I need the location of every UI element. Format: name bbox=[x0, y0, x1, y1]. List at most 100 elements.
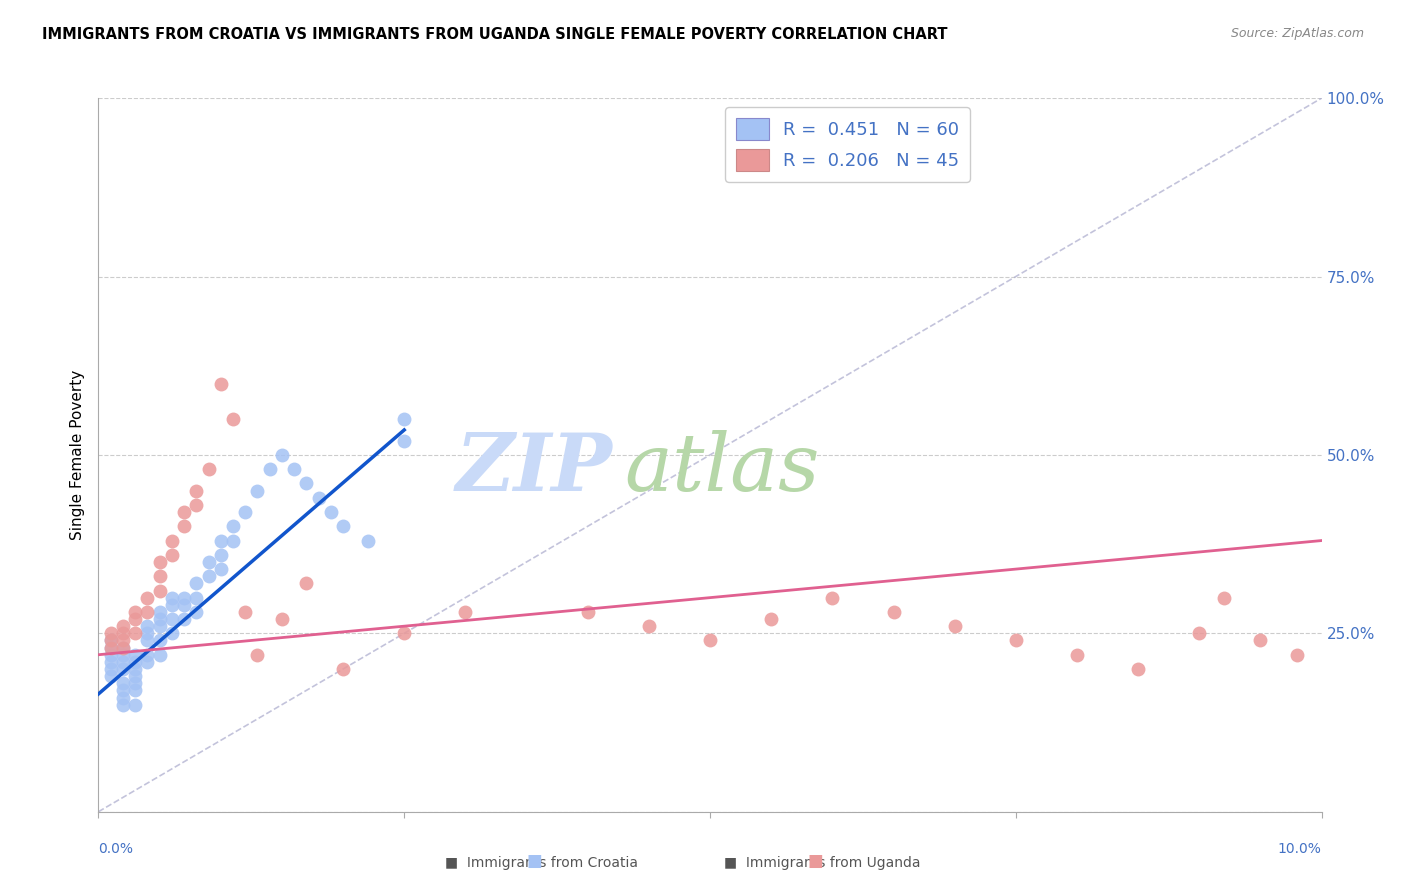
Point bbox=[136, 605, 159, 619]
Point bbox=[319, 505, 342, 519]
Point bbox=[186, 576, 208, 591]
Point bbox=[209, 562, 232, 576]
Point bbox=[111, 633, 134, 648]
Point bbox=[149, 583, 172, 598]
Point bbox=[136, 655, 159, 669]
Point bbox=[392, 626, 416, 640]
Point bbox=[759, 612, 782, 626]
Point bbox=[197, 462, 219, 476]
Point bbox=[111, 619, 134, 633]
Point bbox=[124, 605, 146, 619]
Text: IMMIGRANTS FROM CROATIA VS IMMIGRANTS FROM UGANDA SINGLE FEMALE POVERTY CORRELAT: IMMIGRANTS FROM CROATIA VS IMMIGRANTS FR… bbox=[42, 27, 948, 42]
Point bbox=[111, 662, 134, 676]
Point bbox=[160, 591, 183, 605]
Point bbox=[246, 483, 269, 498]
Point bbox=[100, 626, 122, 640]
Text: ZIP: ZIP bbox=[456, 431, 612, 508]
Text: Source: ZipAtlas.com: Source: ZipAtlas.com bbox=[1230, 27, 1364, 40]
Point bbox=[149, 612, 172, 626]
Point bbox=[100, 648, 122, 662]
Point bbox=[111, 676, 134, 690]
Point bbox=[111, 648, 134, 662]
Point bbox=[100, 633, 122, 648]
Point bbox=[173, 519, 195, 533]
Point bbox=[295, 476, 318, 491]
Point bbox=[1066, 648, 1088, 662]
Point bbox=[100, 640, 122, 655]
Point bbox=[222, 412, 245, 426]
Point bbox=[149, 633, 172, 648]
Point bbox=[173, 612, 195, 626]
Point bbox=[209, 376, 232, 391]
Point bbox=[111, 640, 134, 655]
Point bbox=[259, 462, 281, 476]
Point bbox=[149, 648, 172, 662]
Point bbox=[124, 698, 146, 712]
Point bbox=[1212, 591, 1234, 605]
Text: atlas: atlas bbox=[624, 431, 820, 508]
Point bbox=[124, 626, 146, 640]
Text: 10.0%: 10.0% bbox=[1278, 842, 1322, 856]
Text: ■: ■ bbox=[526, 852, 543, 870]
Point bbox=[100, 662, 122, 676]
Point bbox=[136, 648, 159, 662]
Point bbox=[197, 555, 219, 569]
Point bbox=[136, 591, 159, 605]
Point bbox=[270, 612, 292, 626]
Point bbox=[222, 519, 245, 533]
Point bbox=[111, 640, 134, 655]
Point bbox=[160, 598, 183, 612]
Point bbox=[173, 598, 195, 612]
Point bbox=[308, 491, 330, 505]
Point bbox=[233, 605, 256, 619]
Point bbox=[111, 698, 134, 712]
Point bbox=[111, 690, 134, 705]
Point bbox=[270, 448, 292, 462]
Point bbox=[821, 591, 844, 605]
Point bbox=[186, 498, 208, 512]
Point bbox=[233, 505, 256, 519]
Point bbox=[883, 605, 905, 619]
Point bbox=[124, 648, 146, 662]
Point bbox=[136, 633, 159, 648]
Point bbox=[124, 655, 146, 669]
Point bbox=[100, 669, 122, 683]
Point bbox=[1188, 626, 1211, 640]
Point bbox=[160, 626, 183, 640]
Text: ■: ■ bbox=[807, 852, 824, 870]
Point bbox=[295, 576, 318, 591]
Point bbox=[186, 483, 208, 498]
Point bbox=[576, 605, 599, 619]
Point bbox=[699, 633, 721, 648]
Point bbox=[943, 619, 966, 633]
Y-axis label: Single Female Poverty: Single Female Poverty bbox=[70, 370, 86, 540]
Text: ■  Immigrants from Croatia: ■ Immigrants from Croatia bbox=[444, 855, 638, 870]
Point bbox=[149, 569, 172, 583]
Point bbox=[356, 533, 378, 548]
Point bbox=[149, 555, 172, 569]
Point bbox=[173, 591, 195, 605]
Point bbox=[136, 619, 159, 633]
Point bbox=[1249, 633, 1271, 648]
Point bbox=[246, 648, 269, 662]
Point bbox=[186, 591, 208, 605]
Point bbox=[209, 548, 232, 562]
Legend: R =  0.451   N = 60, R =  0.206   N = 45: R = 0.451 N = 60, R = 0.206 N = 45 bbox=[725, 107, 970, 182]
Point bbox=[637, 619, 661, 633]
Point bbox=[160, 533, 183, 548]
Point bbox=[197, 569, 219, 583]
Point bbox=[124, 683, 146, 698]
Point bbox=[111, 655, 134, 669]
Point bbox=[111, 626, 134, 640]
Point bbox=[149, 619, 172, 633]
Point bbox=[111, 683, 134, 698]
Text: ■  Immigrants from Uganda: ■ Immigrants from Uganda bbox=[724, 855, 921, 870]
Point bbox=[100, 633, 122, 648]
Point bbox=[124, 669, 146, 683]
Point bbox=[124, 662, 146, 676]
Point bbox=[173, 505, 195, 519]
Point bbox=[392, 434, 416, 448]
Point bbox=[186, 605, 208, 619]
Point bbox=[454, 605, 477, 619]
Point bbox=[332, 519, 354, 533]
